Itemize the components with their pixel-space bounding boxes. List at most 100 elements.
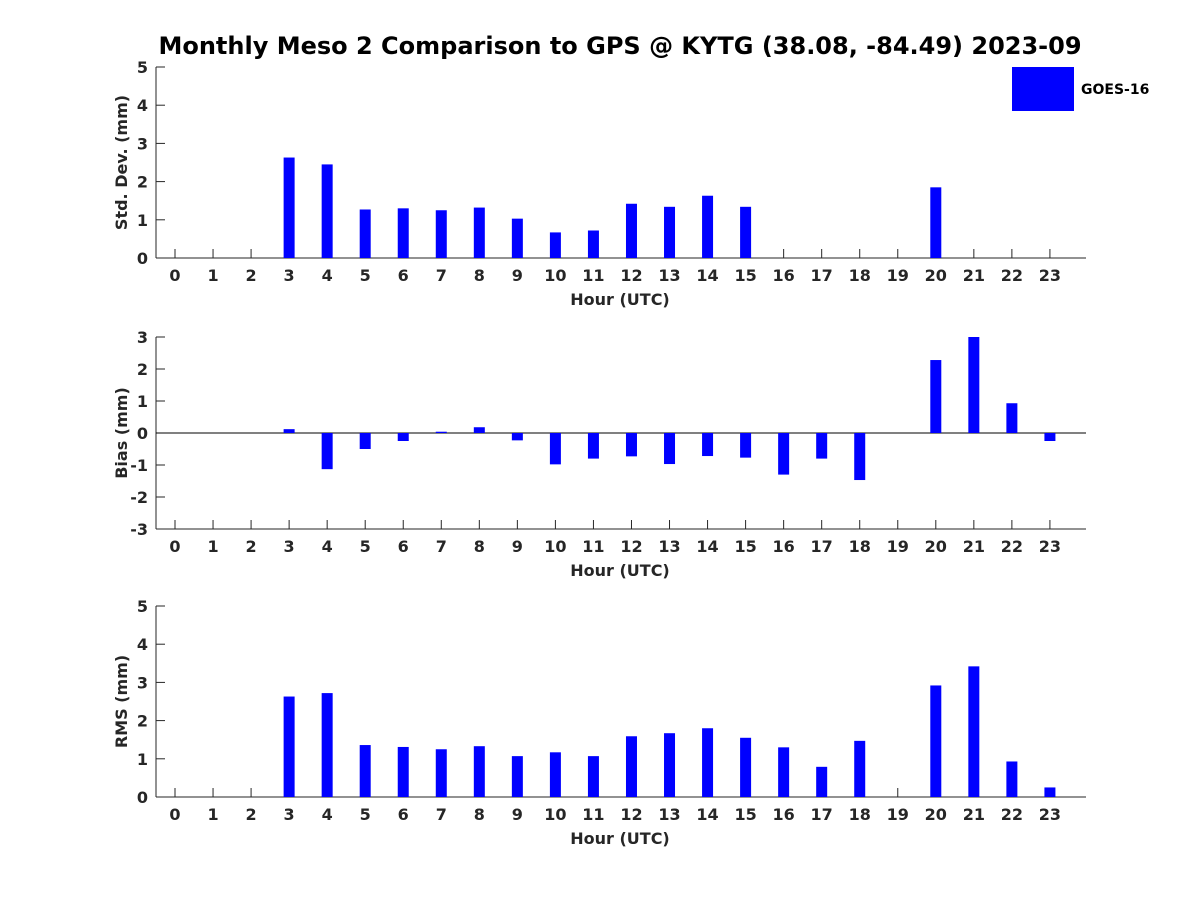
x-tick-label: 19 (887, 805, 909, 824)
chart-title: Monthly Meso 2 Comparison to GPS @ KYTG … (158, 32, 1081, 60)
x-tick-label: 3 (284, 266, 295, 285)
x-tick-label: 7 (436, 266, 447, 285)
bar-hour-15 (740, 737, 752, 797)
bar-hour-14 (702, 728, 714, 797)
bar-hour-15 (740, 206, 752, 258)
bar-hour-9 (511, 756, 523, 797)
x-tick-label: 5 (360, 537, 371, 556)
x-tick-label: 18 (849, 537, 871, 556)
y-tick-label: 3 (137, 328, 148, 347)
x-tick-label: 22 (1001, 537, 1023, 556)
bar-hour-18 (854, 740, 866, 797)
x-tick-label: 12 (620, 537, 642, 556)
x-tick-label: 16 (773, 537, 795, 556)
x-tick-label: 9 (512, 266, 523, 285)
bar-hour-11 (587, 433, 599, 459)
bar-hour-12 (625, 203, 637, 258)
bar-hour-7 (435, 210, 447, 258)
x-tick-label: 4 (322, 805, 333, 824)
x-tick-label: 18 (849, 266, 871, 285)
y-tick-label: 1 (137, 750, 148, 769)
bar-hour-13 (664, 733, 676, 797)
bar-hour-3 (283, 157, 295, 258)
x-tick-label: 20 (925, 537, 947, 556)
y-tick-label: -2 (130, 488, 148, 507)
y-tick-label: 2 (137, 360, 148, 379)
x-tick-label: 0 (169, 537, 180, 556)
bar-hour-4 (321, 164, 333, 258)
x-tick-label: 9 (512, 805, 523, 824)
y-tick-label: 1 (137, 211, 148, 230)
x-tick-label: 10 (544, 266, 566, 285)
x-tick-label: 4 (322, 537, 333, 556)
x-tick-label: 3 (284, 805, 295, 824)
bar-hour-6 (397, 433, 409, 441)
x-tick-label: 13 (658, 266, 680, 285)
bar-hour-8 (473, 207, 485, 258)
legend-label: GOES-16 (1081, 82, 1149, 98)
x-axis-label: Hour (UTC) (570, 561, 670, 580)
x-tick-label: 15 (734, 537, 756, 556)
bar-hour-14 (702, 195, 714, 258)
x-tick-label: 1 (207, 266, 218, 285)
bar-hour-18 (854, 433, 866, 481)
bar-hour-7 (435, 431, 447, 433)
bar-hour-3 (283, 696, 295, 797)
x-tick-label: 0 (169, 805, 180, 824)
x-tick-label: 7 (436, 805, 447, 824)
x-tick-label: 19 (887, 266, 909, 285)
x-tick-label: 14 (696, 266, 718, 285)
bar-hour-6 (397, 746, 409, 797)
x-tick-label: 20 (925, 805, 947, 824)
x-tick-label: 17 (811, 537, 833, 556)
x-tick-label: 19 (887, 537, 909, 556)
x-tick-label: 0 (169, 266, 180, 285)
x-tick-label: 15 (734, 266, 756, 285)
bar-hour-17 (816, 433, 828, 459)
bar-hour-21 (968, 337, 980, 433)
x-tick-label: 21 (963, 266, 985, 285)
bar-hour-5 (359, 745, 371, 797)
bar-hour-4 (321, 433, 333, 470)
y-axis-label: Bias (mm) (112, 387, 131, 479)
legend: GOES-16 (1012, 67, 1149, 111)
bar-hour-22 (1006, 403, 1018, 433)
x-tick-label: 23 (1039, 266, 1061, 285)
y-tick-label: 3 (137, 673, 148, 692)
bar-hour-3 (283, 429, 295, 433)
x-tick-label: 18 (849, 805, 871, 824)
bar-hour-13 (664, 433, 676, 465)
y-tick-label: 0 (137, 249, 148, 268)
bar-hour-20 (930, 685, 942, 797)
bar-hour-16 (778, 747, 790, 797)
y-tick-label: 3 (137, 134, 148, 153)
x-tick-label: 13 (658, 805, 680, 824)
x-tick-label: 3 (284, 537, 295, 556)
bar-hour-17 (816, 766, 828, 797)
bar-hour-6 (397, 208, 409, 258)
x-tick-label: 16 (773, 805, 795, 824)
bar-hour-11 (587, 756, 599, 797)
bar-hour-20 (930, 187, 942, 258)
x-tick-label: 23 (1039, 537, 1061, 556)
bar-hour-20 (930, 360, 942, 433)
x-tick-label: 10 (544, 805, 566, 824)
x-tick-label: 8 (474, 805, 485, 824)
x-tick-label: 11 (582, 266, 604, 285)
x-tick-label: 1 (207, 805, 218, 824)
x-tick-label: 6 (398, 537, 409, 556)
x-tick-label: 2 (246, 266, 257, 285)
x-axis-label: Hour (UTC) (570, 829, 670, 848)
bar-hour-5 (359, 433, 371, 449)
bar-hour-4 (321, 693, 333, 797)
x-tick-label: 12 (620, 266, 642, 285)
bar-hour-10 (549, 232, 561, 258)
x-tick-label: 17 (811, 266, 833, 285)
y-tick-label: 5 (137, 58, 148, 77)
x-tick-label: 22 (1001, 266, 1023, 285)
y-tick-label: 0 (137, 788, 148, 807)
x-tick-label: 17 (811, 805, 833, 824)
